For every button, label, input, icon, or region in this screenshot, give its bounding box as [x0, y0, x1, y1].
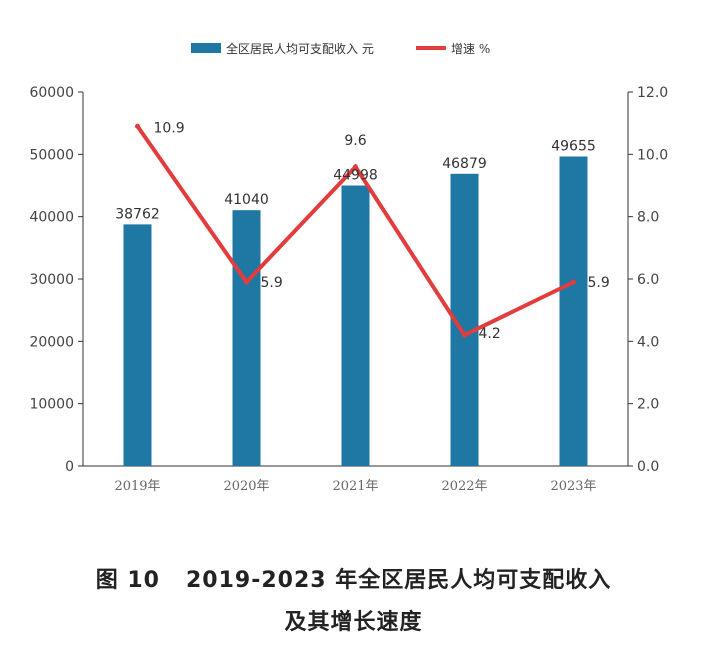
bar — [559, 156, 588, 466]
figure-title-line2: 及其增长速度 — [284, 610, 423, 635]
right-tick-label: 2.0 — [637, 397, 659, 413]
x-tick-label: 2021年 — [332, 479, 378, 494]
x-tick-label: 2020年 — [223, 479, 269, 494]
figure-label: 图 10 — [95, 568, 160, 593]
bar-value-label: 44998 — [333, 168, 378, 184]
right-tick-label: 8.0 — [637, 210, 659, 226]
left-tick-label: 10000 — [29, 397, 74, 413]
bar — [232, 210, 261, 466]
bar-value-label: 41040 — [224, 192, 269, 208]
growth-point — [135, 123, 140, 129]
bar — [341, 185, 370, 467]
left-tick-label: 30000 — [29, 272, 74, 288]
growth-point — [244, 279, 249, 285]
x-tick-label: 2019年 — [114, 479, 160, 494]
right-tick-label: 4.0 — [637, 334, 659, 350]
income-growth-chart: 0 10000 20000 30000 40000 50000 60000 0.0 2.0 4.0… — [29, 41, 668, 494]
legend-line-label: 增速 % — [451, 42, 490, 56]
bar-value-label: 46879 — [442, 156, 487, 172]
left-tick-label: 20000 — [29, 334, 74, 350]
bar-value-label: 38762 — [115, 206, 160, 222]
x-tick-label: 2022年 — [441, 479, 487, 494]
growth-value-label: 5.9 — [588, 275, 610, 291]
figure-caption-line1: 图 10 2019-2023 年全区居民人均可支配收入 — [0, 562, 707, 594]
right-tick-label: 0.0 — [637, 459, 659, 475]
growth-value-label: 4.2 — [479, 326, 501, 342]
figure-caption-line2: 及其增长速度 — [0, 604, 707, 636]
growth-point — [571, 279, 576, 285]
figure-title-line1: 2019-2023 年全区居民人均可支配收入 — [186, 568, 612, 593]
left-tick-label: 50000 — [29, 147, 74, 163]
bar — [123, 224, 152, 466]
right-tick-label: 6.0 — [637, 272, 659, 288]
left-tick-label: 0 — [65, 459, 74, 475]
x-tick-label: 2023年 — [550, 479, 596, 494]
growth-value-label: 10.9 — [154, 120, 185, 136]
legend-bar-label: 全区居民人均可支配收入 元 — [226, 41, 374, 56]
growth-value-label: 5.9 — [261, 275, 283, 291]
right-tick-label: 12.0 — [637, 85, 668, 101]
left-tick-label: 40000 — [29, 210, 74, 226]
growth-point — [462, 332, 467, 338]
legend-bar-swatch — [191, 43, 221, 53]
growth-point — [353, 164, 358, 170]
bar-value-label: 49655 — [551, 138, 596, 154]
growth-value-label: 9.6 — [344, 133, 366, 149]
left-tick-label: 60000 — [29, 85, 74, 101]
right-tick-label: 10.0 — [637, 147, 668, 163]
